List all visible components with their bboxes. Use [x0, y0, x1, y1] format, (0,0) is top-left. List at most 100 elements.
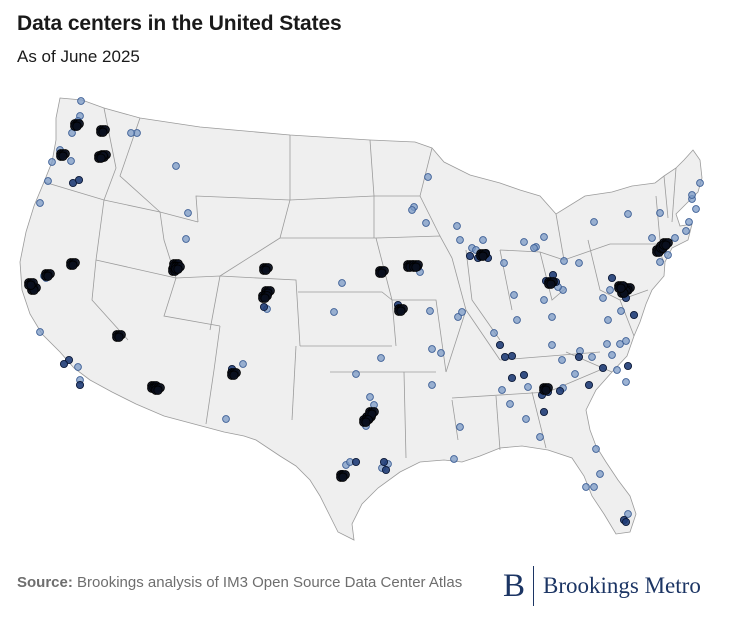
data-center-marker — [172, 162, 180, 170]
data-center-marker — [456, 236, 464, 244]
data-center-cluster-marker — [541, 385, 551, 395]
data-center-marker — [622, 378, 630, 386]
data-center-cluster-marker — [26, 280, 36, 290]
data-center-marker — [479, 236, 487, 244]
data-center-marker — [381, 465, 391, 475]
data-center-marker — [656, 258, 664, 266]
data-center-cluster-marker — [68, 260, 78, 270]
state-border — [451, 399, 459, 441]
data-center-marker — [623, 361, 633, 371]
data-center-marker — [428, 345, 436, 353]
data-center-cluster-marker — [396, 306, 406, 316]
data-center-marker — [522, 415, 530, 423]
state-border — [531, 391, 547, 449]
data-center-marker — [59, 359, 69, 369]
data-center-marker — [437, 349, 445, 357]
data-center-cluster-marker — [58, 151, 68, 161]
data-center-marker — [500, 259, 508, 267]
data-center-marker — [590, 218, 598, 226]
data-center-marker — [498, 386, 506, 394]
data-center-marker — [621, 517, 631, 527]
state-border — [495, 395, 501, 451]
data-center-marker — [520, 238, 528, 246]
data-center-marker — [513, 316, 521, 324]
data-center-marker — [671, 234, 679, 242]
data-center-marker — [422, 219, 430, 227]
data-center-marker — [426, 307, 434, 315]
data-center-cluster-marker — [546, 279, 556, 289]
data-center-marker — [685, 218, 693, 226]
data-center-marker — [603, 340, 611, 348]
data-center-marker — [519, 370, 529, 380]
data-center-cluster-marker — [260, 293, 270, 303]
state-border — [619, 299, 635, 337]
data-center-cluster-marker — [411, 262, 421, 272]
state-border — [499, 351, 601, 361]
data-center-marker — [575, 259, 583, 267]
state-border — [655, 195, 661, 241]
data-center-marker — [617, 307, 625, 315]
data-center-cluster-marker — [661, 240, 671, 250]
data-center-marker — [500, 352, 510, 362]
data-center-marker — [604, 316, 612, 324]
data-center-marker — [584, 380, 594, 390]
data-center-cluster-marker — [153, 385, 163, 395]
data-center-marker — [74, 363, 82, 371]
data-center-marker — [377, 354, 385, 362]
state-border — [419, 147, 433, 197]
data-center-marker — [598, 363, 608, 373]
state-border — [465, 309, 501, 361]
data-center-marker — [616, 340, 624, 348]
state-border — [465, 249, 501, 341]
data-center-marker — [696, 179, 704, 187]
state-border — [392, 299, 447, 373]
data-center-marker — [588, 353, 596, 361]
data-center-marker — [664, 251, 672, 259]
data-center-cluster-marker — [229, 370, 239, 380]
us-landmass — [19, 97, 703, 541]
state-border — [663, 175, 669, 219]
data-center-cluster-marker — [173, 264, 183, 274]
data-center-marker — [36, 328, 44, 336]
state-border — [43, 181, 199, 223]
data-center-marker — [510, 291, 518, 299]
data-center-marker — [454, 313, 462, 321]
data-center-marker — [259, 302, 269, 312]
state-border — [539, 251, 565, 261]
data-center-marker — [607, 273, 617, 283]
source-text: Brookings analysis of IM3 Open Source Da… — [77, 574, 463, 591]
data-center-marker — [74, 175, 84, 185]
data-center-marker — [48, 158, 56, 166]
data-center-cluster-marker — [377, 268, 387, 278]
data-center-marker — [77, 97, 85, 105]
chart-subtitle: As of June 2025 — [17, 47, 140, 66]
data-center-marker — [424, 173, 432, 181]
data-center-marker — [624, 210, 632, 218]
state-border — [219, 237, 281, 277]
data-center-marker — [548, 341, 556, 349]
data-center-marker — [606, 286, 614, 294]
data-center-marker — [506, 400, 514, 408]
data-center-marker — [590, 483, 598, 491]
brookings-metro-logo: B Brookings Metro — [503, 566, 701, 606]
data-center-cluster-marker — [96, 153, 106, 163]
data-center-marker — [613, 366, 621, 374]
data-center-marker — [540, 233, 548, 241]
state-border — [163, 277, 221, 327]
data-center-marker — [351, 457, 361, 467]
logo-mark: B — [503, 566, 535, 606]
data-center-marker — [555, 386, 565, 396]
state-border — [119, 117, 161, 213]
data-center-marker — [184, 209, 192, 217]
data-center-cluster-marker — [361, 417, 371, 427]
data-center-marker — [366, 393, 374, 401]
state-border — [219, 275, 301, 347]
data-center-marker — [36, 199, 44, 207]
data-center-marker — [596, 470, 604, 478]
data-center-marker — [127, 129, 135, 137]
data-center-marker — [465, 251, 475, 261]
data-center-marker — [688, 191, 696, 199]
data-center-marker — [507, 351, 517, 361]
data-center-marker — [648, 234, 656, 242]
